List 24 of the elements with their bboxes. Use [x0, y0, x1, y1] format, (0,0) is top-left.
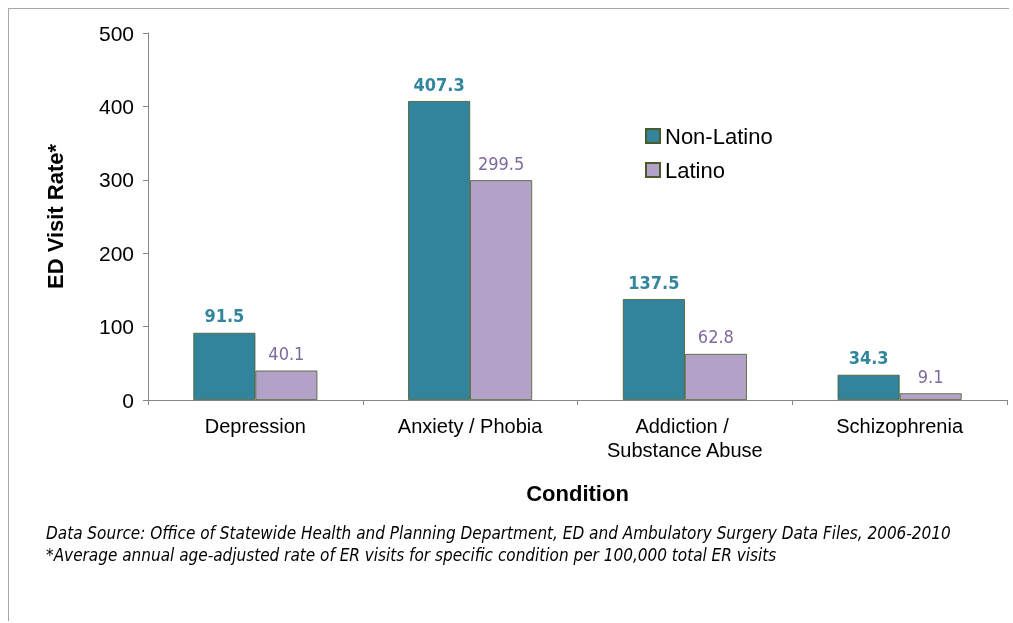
legend-label: Latino	[665, 157, 725, 183]
data-label: 62.8	[697, 326, 734, 348]
x-tick-label: Addiction / Substance Abuse	[607, 415, 763, 461]
data-label: 137.5	[628, 271, 680, 293]
y-axis-title: ED Visit Rate*	[42, 143, 68, 290]
x-tick-label: Anxiety / Phobia	[397, 415, 544, 437]
data-label: 407.3	[413, 73, 465, 95]
y-tick-label: 0	[122, 388, 134, 412]
data-label: 40.1	[268, 343, 305, 365]
x-tick-label: Depression	[204, 415, 306, 437]
y-tick-label: 200	[98, 241, 134, 265]
source-note: Data Source: Office of Statewide Health and Planning Department, ED and Ambulatory Surgery Data Files, 2006-2010	[46, 522, 952, 544]
data-label: 299.5	[477, 152, 525, 174]
text: *Average annual age-adjusted rate of ER visits for specific condition per 100,000 total ER visits	[46, 544, 778, 566]
data-label: 9.1	[917, 365, 944, 387]
data-label: 34.3	[848, 347, 889, 369]
y-tick-label: 300	[98, 168, 134, 192]
legend-label: Non-Latino	[665, 123, 773, 149]
y-tick-label: 500	[98, 21, 134, 45]
y-tick-label: 400	[98, 94, 134, 118]
data-label: 91.5	[204, 305, 245, 327]
y-tick-label: 100	[98, 315, 134, 339]
x-tick-label: Schizophrenia	[836, 415, 964, 437]
x-axis-title: Condition	[526, 480, 629, 506]
